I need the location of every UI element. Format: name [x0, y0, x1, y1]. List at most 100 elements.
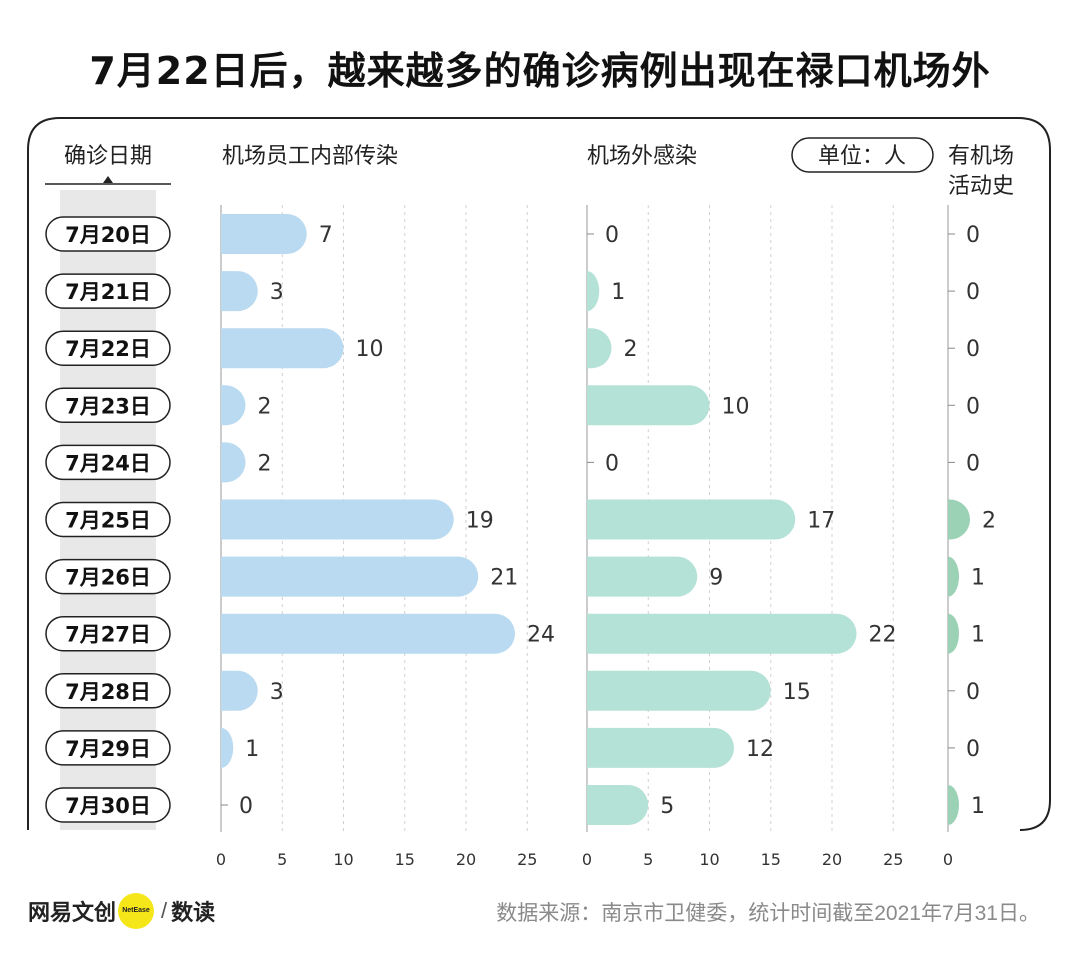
chart-title: 7月22日后，越来越多的确诊病例出现在禄口机场外	[89, 49, 991, 93]
p2-value-label: 17	[807, 509, 835, 534]
brand-suffix: 数读	[171, 900, 216, 925]
p2-tick-label: 25	[883, 850, 903, 869]
date-label: 7月30日	[65, 794, 151, 818]
p3-bar	[948, 556, 960, 597]
p3-value-label: 0	[966, 737, 980, 762]
p1-tick-label: 25	[517, 850, 537, 869]
brand-name: 网易文创	[28, 900, 117, 925]
p2-bar	[587, 328, 612, 369]
date-pill	[45, 730, 171, 766]
p2-bar	[587, 556, 698, 597]
p1-bar	[221, 214, 307, 254]
date-label: 7月25日	[65, 509, 151, 533]
p1-value-label: 21	[490, 566, 518, 591]
date-pill	[45, 273, 171, 309]
p2-value-label: 15	[783, 680, 811, 705]
brand-logo: 网易文创 NetEase / 数读	[28, 893, 215, 929]
unit-badge	[791, 137, 934, 173]
brand-separator: /	[161, 898, 168, 923]
p1-bar	[221, 385, 246, 426]
panel3-header-line1: 有机场	[948, 144, 1014, 169]
p1-tick-label: 0	[216, 850, 226, 869]
date-label: 7月22日	[65, 337, 151, 361]
p1-value-label: 7	[319, 223, 333, 248]
p1-bar	[221, 613, 515, 654]
date-label: 7月23日	[65, 394, 151, 418]
p3-bar	[948, 499, 970, 540]
p1-bar	[221, 727, 234, 768]
p2-tick-label: 10	[699, 850, 719, 869]
p1-bar	[221, 556, 479, 597]
p2-tick-label: 20	[822, 850, 842, 869]
p2-value-label: 2	[624, 337, 638, 362]
p2-value-label: 9	[709, 566, 723, 591]
p3-value-label: 2	[982, 509, 996, 534]
p3-value-label: 0	[966, 280, 980, 305]
p2-tick-label: 15	[761, 850, 781, 869]
date-pill	[45, 558, 171, 595]
p3-value-label: 1	[971, 566, 985, 591]
p3-bar	[948, 785, 959, 825]
p1-value-label: 3	[270, 280, 284, 305]
p2-value-label: 22	[869, 623, 897, 648]
p1-tick-label: 5	[277, 850, 287, 869]
date-pill	[45, 673, 171, 709]
p1-value-label: 1	[245, 737, 259, 762]
date-label: 7月27日	[65, 623, 151, 647]
date-label: 7月29日	[65, 737, 151, 761]
netease-badge-icon: NetEase	[118, 893, 155, 929]
p2-bar	[587, 670, 771, 711]
p1-value-label: 3	[270, 680, 284, 705]
p2-value-label: 1	[611, 280, 625, 305]
p2-tick-label: 5	[643, 850, 653, 869]
date-pill	[45, 501, 171, 538]
p2-bar	[587, 499, 796, 540]
p1-bar	[221, 442, 246, 483]
p3-value-label: 0	[966, 337, 980, 362]
date-pill	[45, 615, 171, 652]
p1-bar	[221, 499, 454, 540]
p2-bar	[587, 727, 734, 768]
p1-bar	[221, 670, 258, 711]
sort-arrow-icon	[103, 176, 113, 183]
p2-value-label: 0	[605, 451, 619, 476]
data-source: 数据来源：南京市卫健委，统计时间截至2021年7月31日。	[496, 902, 1040, 925]
panel3-header-line2: 活动史	[948, 174, 1014, 199]
chart: 确诊日期 机场员工内部传染 机场外感染 单位：人 有机场 活动史 0 5 10 15 2…	[27, 117, 1051, 869]
p1-bar	[221, 328, 344, 369]
p3-value-label: 0	[966, 223, 980, 248]
date-label: 7月24日	[65, 451, 151, 475]
date-pill	[45, 387, 171, 424]
date-column-header: 确诊日期	[64, 144, 152, 169]
p2-bar	[587, 271, 600, 312]
p2-value-label: 5	[660, 794, 674, 819]
date-label: 7月20日	[65, 223, 151, 247]
p2-tick-label: 0	[582, 850, 592, 869]
date-pill	[45, 216, 171, 252]
p3-value-label: 0	[966, 394, 980, 419]
p3-value-label: 1	[971, 794, 985, 819]
p1-value-label: 0	[239, 794, 253, 819]
panel1-header: 机场员工内部传染	[222, 144, 398, 169]
p3-value-label: 0	[966, 451, 980, 476]
p1-tick-label: 10	[333, 850, 353, 869]
p1-bar	[221, 271, 258, 312]
p1-value-label: 2	[258, 451, 272, 476]
panel2-header: 机场外感染	[587, 144, 697, 169]
date-label: 7月21日	[65, 280, 151, 304]
p2-value-label: 0	[605, 223, 619, 248]
p1-value-label: 10	[356, 337, 384, 362]
p2-value-label: 10	[722, 394, 750, 419]
date-pill	[45, 444, 171, 481]
date-pill	[45, 787, 171, 823]
p2-bar	[587, 785, 649, 825]
p1-tick-label: 15	[395, 850, 415, 869]
p1-tick-label: 20	[456, 850, 476, 869]
p3-tick-label: 0	[943, 850, 953, 869]
p1-value-label: 2	[258, 394, 272, 419]
p3-value-label: 0	[966, 680, 980, 705]
p2-bar	[587, 613, 857, 654]
date-label: 7月26日	[65, 566, 151, 590]
p1-value-label: 19	[466, 509, 494, 534]
date-pill	[45, 330, 171, 366]
